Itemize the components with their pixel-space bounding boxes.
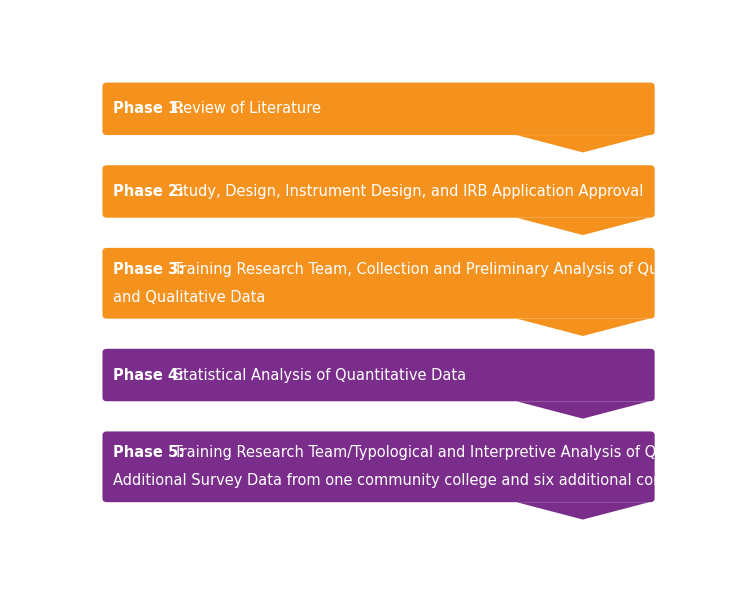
FancyBboxPatch shape — [103, 82, 655, 135]
Polygon shape — [517, 135, 650, 152]
FancyBboxPatch shape — [103, 432, 655, 502]
Text: Phase 1:: Phase 1: — [113, 101, 184, 116]
Text: Phase 3:: Phase 3: — [113, 262, 184, 276]
FancyBboxPatch shape — [103, 349, 655, 401]
Text: Phase 2:: Phase 2: — [113, 184, 184, 199]
Polygon shape — [517, 502, 650, 519]
Text: Phase 4:: Phase 4: — [113, 368, 184, 382]
Text: Training Research Team, Collection and Preliminary Analysis of Quantitative: Training Research Team, Collection and P… — [169, 262, 729, 276]
Text: Training Research Team/Typological and Interpretive Analysis of Qualitative Data: Training Research Team/Typological and I… — [169, 445, 750, 460]
Polygon shape — [517, 218, 650, 235]
Text: Review of Literature: Review of Literature — [169, 101, 321, 116]
Text: Data Interpretation with Members of the Interdisciplinary Team: Data Interpretation with Members of the … — [169, 551, 637, 566]
FancyBboxPatch shape — [103, 248, 655, 318]
Polygon shape — [517, 401, 650, 419]
Text: Study, Design, Instrument Design, and IRB Application Approval: Study, Design, Instrument Design, and IR… — [169, 184, 644, 199]
FancyBboxPatch shape — [103, 165, 655, 218]
Text: Additional Survey Data from one community college and six additional computer sc: Additional Survey Data from one communit… — [113, 473, 750, 489]
Text: and Qualitative Data: and Qualitative Data — [113, 290, 266, 305]
Text: Phase 6:: Phase 6: — [113, 551, 184, 566]
Text: Statistical Analysis of Quantitative Data: Statistical Analysis of Quantitative Dat… — [169, 368, 466, 382]
Text: Phase 5:: Phase 5: — [113, 445, 184, 460]
FancyBboxPatch shape — [103, 533, 655, 585]
Polygon shape — [517, 318, 650, 336]
